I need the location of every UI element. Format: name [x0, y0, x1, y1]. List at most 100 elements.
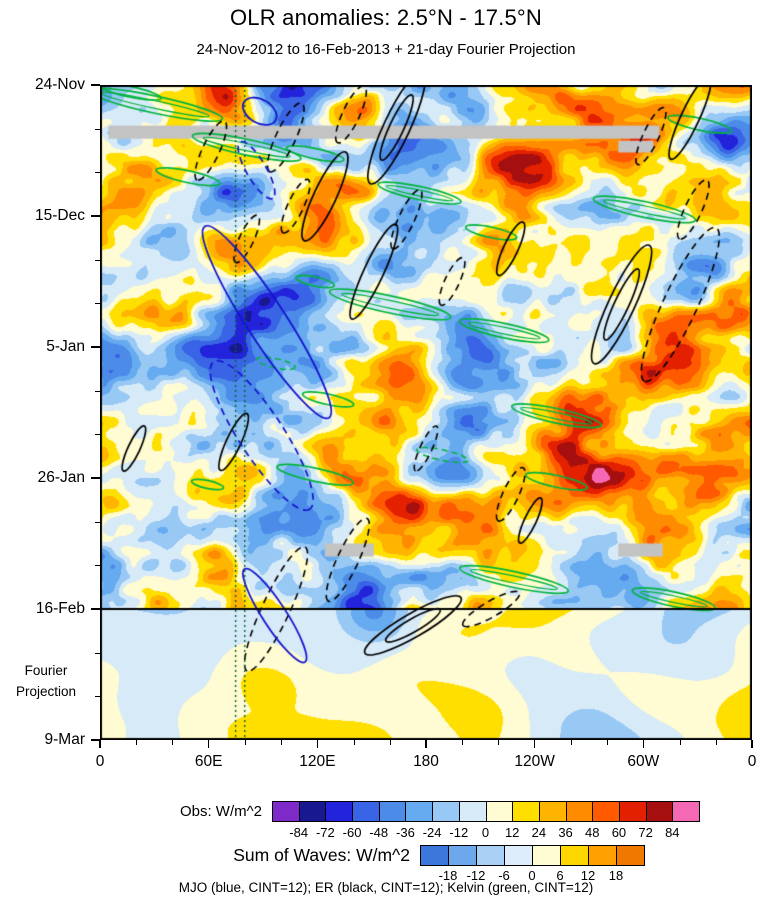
- colorbar-segment: [448, 845, 477, 866]
- fourier-projection-label-line1: Fourier: [24, 663, 68, 678]
- colorbar-tick-label: -48: [369, 825, 389, 840]
- y-minor-tick: [95, 390, 100, 392]
- colorbar-tick-label: 24: [531, 825, 547, 840]
- colorbar-tick-label: -72: [315, 825, 335, 840]
- colorbar-tick-label: 6: [556, 868, 564, 883]
- y-minor-tick: [95, 652, 100, 654]
- x-minor-tick: [679, 740, 681, 745]
- y-minor-tick: [95, 128, 100, 130]
- y-minor-tick: [95, 565, 100, 567]
- colorbar-segment: [645, 801, 674, 822]
- colorbar-segment: [616, 845, 645, 866]
- colorbar-segment: [458, 801, 487, 822]
- colorbar-segment: [378, 801, 407, 822]
- x-minor-tick: [353, 740, 355, 745]
- colorbar-segment: [512, 801, 540, 822]
- colorbar-segment: [272, 801, 300, 822]
- x-minor-tick: [570, 740, 572, 745]
- colorbar-tick-label: 12: [504, 825, 520, 840]
- x-minor-tick: [281, 740, 283, 745]
- colorbar-segment: [588, 845, 617, 866]
- plot-area: [100, 85, 752, 740]
- x-tick-label: 60E: [194, 753, 223, 770]
- colorbar-tick-label: 12: [580, 868, 596, 883]
- x-tick-label: 120E: [299, 753, 336, 770]
- y-tick-label: 9-Mar: [44, 731, 85, 748]
- y-minor-tick: [95, 303, 100, 305]
- x-minor-tick: [172, 740, 174, 745]
- y-minor-tick: [95, 434, 100, 436]
- colorbar-tick-label: -60: [342, 825, 362, 840]
- y-tick-label: 15-Dec: [35, 207, 85, 224]
- y-tick-label: 24-Nov: [35, 76, 85, 93]
- colorbar-segment: [538, 801, 567, 822]
- colorbar-segment: [672, 801, 700, 822]
- x-tick-mark: [533, 740, 536, 748]
- x-tick-label: 120W: [514, 753, 555, 770]
- x-minor-tick: [389, 740, 391, 745]
- colorbar-tick-label: -24: [422, 825, 442, 840]
- x-tick-mark: [642, 740, 645, 748]
- x-tick-label: 180: [413, 753, 439, 770]
- x-minor-tick: [498, 740, 500, 745]
- colorbar-tick-label: -12: [466, 868, 486, 883]
- colorbar-segment: [352, 801, 380, 822]
- colorbar-segment: [420, 845, 449, 866]
- colorbar-tick-label: -12: [449, 825, 469, 840]
- y-tick-label: 5-Jan: [46, 338, 85, 355]
- colorbar-segment: [485, 801, 514, 822]
- colorbar-tick-label: -6: [498, 868, 510, 883]
- colorbar-tick-label: 0: [481, 825, 490, 840]
- colorbar-tick-label: 36: [558, 825, 573, 840]
- y-tick-mark: [91, 215, 100, 217]
- colorbar-tick-label: 84: [665, 825, 680, 840]
- waves-colorbar-label: Sum of Waves: W/m^2: [233, 845, 410, 865]
- obs-colorbar-label: Obs: W/m^2: [179, 803, 262, 820]
- x-tick-mark: [425, 740, 427, 748]
- colorbar-tick-label: -18: [438, 868, 458, 883]
- colorbar-segment: [432, 801, 460, 822]
- colorbar-tick-label: 0: [528, 868, 536, 883]
- x-minor-tick: [715, 740, 717, 745]
- colorbar-segment: [532, 845, 561, 866]
- colorbar-tick-label: 60: [611, 825, 627, 840]
- x-tick-mark: [207, 740, 210, 748]
- hovmoller-plot-canvas: [100, 85, 752, 740]
- x-tick-mark: [751, 740, 753, 748]
- y-minor-tick: [95, 521, 100, 523]
- colorbar-tick-label: 48: [585, 825, 600, 840]
- x-tick-label: 0: [747, 753, 757, 770]
- x-tick-label: 60W: [627, 753, 660, 770]
- y-tick-mark: [91, 477, 100, 479]
- colorbar-tick-label: -36: [396, 825, 415, 840]
- x-minor-tick: [136, 740, 138, 745]
- colorbar-segment: [476, 845, 505, 866]
- colorbar-tick-label: 72: [638, 825, 653, 840]
- x-tick-label: 0: [95, 753, 105, 770]
- y-tick-label: 26-Jan: [37, 469, 85, 486]
- y-minor-tick: [95, 259, 100, 261]
- chart-title: OLR anomalies: 2.5°N - 17.5°N: [230, 5, 542, 30]
- x-minor-tick: [462, 740, 464, 745]
- colorbar-segment: [298, 801, 327, 822]
- x-tick-mark: [99, 740, 101, 748]
- y-minor-tick: [95, 696, 100, 698]
- x-minor-tick: [607, 740, 609, 745]
- x-tick-mark: [316, 740, 319, 748]
- contour-legend-caption: MJO (blue, CINT=12); ER (black, CINT=12)…: [178, 880, 594, 895]
- colorbar-tick-label: -84: [289, 825, 309, 840]
- y-tick-mark: [91, 608, 100, 610]
- colorbar-segment: [592, 801, 620, 822]
- colorbar-segment: [325, 801, 354, 822]
- obs-colorbar: [272, 801, 700, 822]
- colorbar-segment: [565, 801, 594, 822]
- y-tick-mark: [91, 346, 100, 348]
- y-tick-mark: [91, 84, 100, 86]
- colorbar-segment: [504, 845, 533, 866]
- colorbar-segment: [405, 801, 434, 822]
- y-minor-tick: [95, 172, 100, 174]
- colorbar-tick-label: 18: [608, 868, 624, 883]
- y-tick-label: 16-Feb: [35, 600, 85, 617]
- chart-subtitle: 24-Nov-2012 to 16-Feb-2013 + 21-day Four…: [196, 41, 576, 58]
